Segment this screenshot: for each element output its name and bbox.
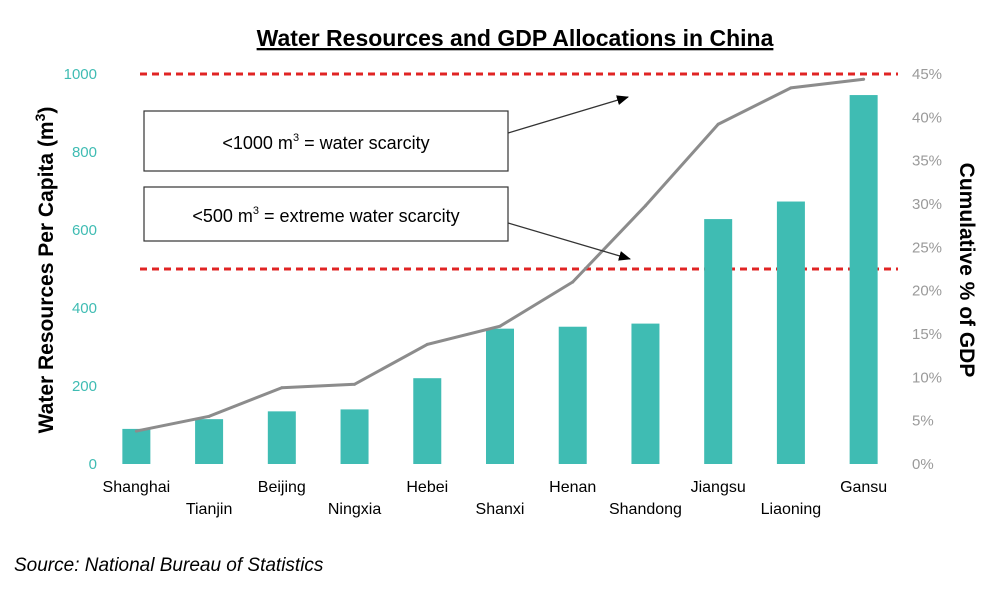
bar (486, 328, 514, 464)
y-tick-label: 400 (72, 300, 97, 317)
annotation-box (143, 186, 509, 242)
annotation-box (143, 110, 509, 172)
y-axis-ticks: 0 200 400 600 800 1000 (64, 66, 97, 473)
bar (849, 95, 878, 464)
y2-tick-label: 20% (912, 283, 942, 300)
annotation-arrow (507, 95, 629, 134)
bar (776, 201, 805, 464)
source-note: Source: National Bureau of Statistics (14, 555, 324, 576)
line-point (789, 86, 793, 90)
x-tick-label: Shanghai (103, 479, 171, 496)
bar (413, 378, 442, 464)
bar (195, 419, 224, 464)
line-point (425, 342, 429, 346)
x-tick-label: Gansu (840, 479, 887, 496)
y-tick-label: 600 (72, 222, 97, 239)
y-axis-title-close: ) (35, 107, 58, 114)
x-tick-label: Ningxia (328, 501, 381, 518)
annotation-water-scarcity: <1000 m3 = water scarcity (143, 95, 629, 172)
y2-tick-label: 40% (912, 109, 942, 126)
chart-title: Water Resources and GDP Allocations in C… (257, 25, 774, 51)
y2-tick-label: 15% (912, 326, 942, 343)
line-point (134, 429, 138, 433)
y2-tick-label: 0% (912, 456, 934, 473)
y2-tick-label: 45% (912, 66, 942, 83)
bar (340, 409, 369, 464)
y2-tick-label: 30% (912, 196, 942, 213)
y2-tick-label: 25% (912, 239, 942, 256)
annotation-text: <1000 m3 = water scarcity (222, 132, 429, 153)
annotation-text: <500 m3 = extreme water scarcity (192, 205, 459, 226)
y-tick-label: 1000 (64, 66, 97, 83)
line-point (280, 386, 284, 390)
y2-axis-ticks: 0% 5% 10% 15% 20% 25% 30% 35% 40% 45% (912, 66, 942, 473)
y-tick-label: 800 (72, 144, 97, 161)
line-point (498, 324, 502, 328)
x-axis-labels: Shanghai Tianjin Beijing Ningxia Hebei Shanxi… (103, 479, 888, 518)
y-axis-title-main: Water Resources Per Capita (m (35, 121, 58, 433)
y-tick-label: 200 (72, 378, 97, 395)
line-series (134, 77, 866, 433)
bar (704, 219, 733, 464)
line-point (571, 280, 575, 284)
bar-series (122, 95, 878, 464)
x-tick-label: Shanxi (476, 501, 525, 518)
x-tick-label: Tianjin (186, 501, 233, 518)
bar (122, 428, 151, 464)
annotation-arrow (507, 222, 631, 261)
y-tick-label: 0 (89, 456, 97, 473)
x-tick-label: Henan (549, 479, 596, 496)
y-axis-title-superscript: 3 (32, 113, 48, 121)
y2-tick-label: 10% (912, 369, 942, 386)
line-point (862, 77, 866, 81)
x-tick-label: Liaoning (761, 501, 822, 518)
x-tick-label: Hebei (406, 479, 448, 496)
line-point (353, 382, 357, 386)
annotation-extreme-water-scarcity: <500 m3 = extreme water scarcity (143, 186, 631, 261)
x-tick-label: Shandong (609, 501, 682, 518)
y-axis-title: Water Resources Per Capita (m3) (32, 107, 58, 434)
line-point (207, 414, 211, 418)
x-tick-label: Jiangsu (691, 479, 746, 496)
x-tick-label: Beijing (258, 479, 306, 496)
line-point (643, 204, 647, 208)
y2-axis-title: Cumulative % of GDP (955, 163, 978, 378)
bar (558, 326, 587, 464)
reference-lines (140, 72, 898, 271)
y2-tick-label: 5% (912, 413, 934, 430)
bar (631, 323, 660, 464)
bar (267, 411, 296, 464)
line-point (716, 122, 720, 126)
y2-tick-label: 35% (912, 153, 942, 170)
